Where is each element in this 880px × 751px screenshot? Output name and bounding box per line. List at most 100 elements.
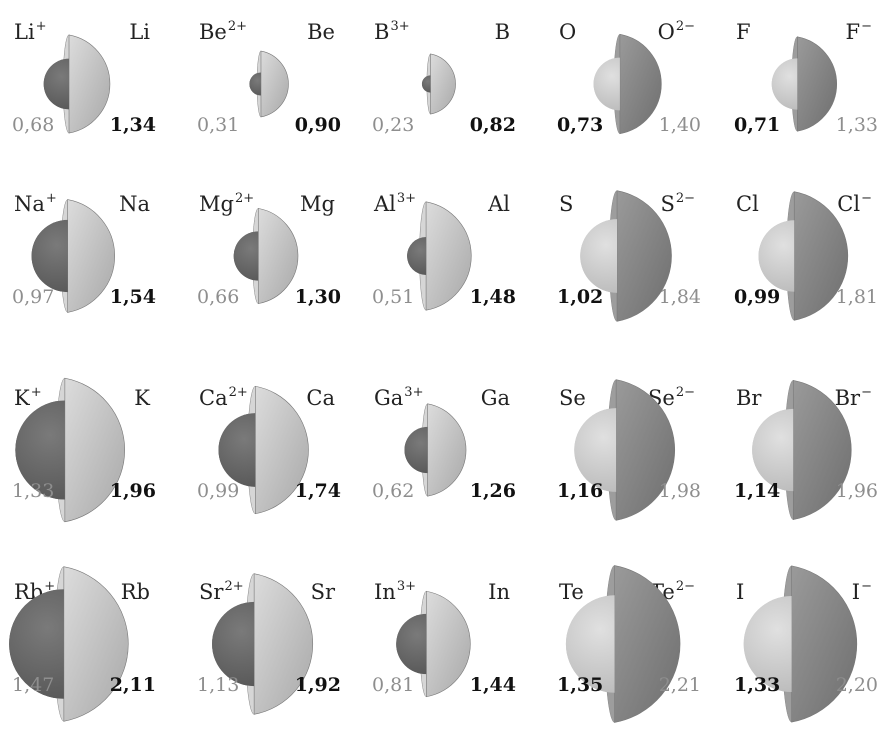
ion-symbol-text: Li (14, 20, 35, 44)
radius-comparison-spheres (15, 377, 125, 523)
atom-sphere-shell (257, 208, 299, 304)
ion-radius-value: 0,62 (372, 480, 415, 502)
element-cell: O O2− 0,73 1,40 (545, 6, 721, 166)
element-cell: I I− 1,33 2,20 (722, 565, 880, 726)
ion-symbol: Mg2+ (199, 191, 255, 215)
atom-sphere-shell (426, 590, 471, 698)
anion-sphere-shell (619, 33, 662, 135)
atom-symbol: Se (559, 386, 586, 410)
ion-symbol-text: Sr (199, 580, 224, 604)
radius-comparison-spheres (771, 36, 838, 132)
inner-sphere-front (15, 400, 65, 500)
ion-charge: − (861, 191, 872, 206)
atom-symbol: Br (736, 386, 762, 410)
ion-symbol: B3+ (374, 20, 410, 44)
inner-sphere-front (574, 408, 617, 492)
element-cell: Br Br− 1,14 1,96 (722, 372, 880, 532)
ion-symbol-text: Na (14, 192, 45, 216)
ion-radius-value: 2,21 (658, 674, 701, 696)
atom-radius-value: 1,44 (469, 674, 516, 696)
element-cell: Mg2+ Mg 0,66 1,30 (185, 178, 361, 338)
atom-sphere-shell (64, 377, 125, 523)
atom-radius-value: 0,82 (469, 114, 516, 136)
ion-radius-value: 0,99 (197, 480, 240, 502)
ion-charge: − (861, 385, 872, 400)
atom-radius-value: 1,30 (294, 286, 341, 308)
ion-symbol: In3+ (374, 580, 416, 603)
inner-sphere-front (404, 426, 428, 474)
ion-symbol-text: K (14, 386, 30, 410)
anion-sphere-shell (797, 36, 838, 132)
ion-symbol: I− (851, 580, 872, 604)
atom-radius-value: 0,71 (734, 114, 781, 136)
atom-symbol: Mg (300, 192, 335, 216)
element-cell: Te Te2− 1,35 2,21 (545, 565, 721, 726)
radius-comparison-spheres (580, 190, 672, 322)
ion-charge: 2+ (234, 191, 255, 206)
atom-sphere-shell (63, 566, 129, 722)
ion-radius-value: 1,33 (12, 480, 55, 502)
atom-symbol: In (488, 580, 510, 604)
atom-radius-value: 1,74 (294, 480, 341, 502)
ion-symbol-text: I (851, 580, 861, 604)
radius-comparison-spheres (396, 590, 471, 698)
element-cell: In3+ In 0,81 1,44 (360, 566, 536, 726)
ion-charge: + (45, 191, 57, 206)
element-cell: Ca2+ Ca 0,99 1,74 (185, 372, 361, 532)
anion-sphere-shell (614, 565, 681, 723)
ion-radius-value: 1,96 (835, 480, 878, 502)
inner-sphere-front (218, 413, 256, 487)
atom-sphere-shell (68, 34, 111, 134)
radius-comparison-spheres (593, 33, 662, 135)
element-cell: Cl Cl− 0,99 1,81 (722, 178, 880, 338)
element-cell: Ga3+ Ga 0,62 1,26 (360, 372, 536, 532)
ion-symbol: Sr2+ (199, 580, 244, 604)
atom-sphere-shell (430, 53, 456, 115)
atom-symbol: F (736, 20, 751, 44)
ion-radius-value: 0,31 (197, 114, 240, 136)
inner-sphere-front (758, 220, 795, 292)
inner-sphere-front (212, 601, 255, 687)
element-cell: Li+ Li 0,68 1,34 (0, 6, 176, 166)
atom-symbol: Ga (480, 386, 510, 410)
ion-charge: 3+ (396, 191, 417, 206)
ion-symbol-text: Al (374, 192, 396, 216)
atom-symbol: Ca (306, 386, 335, 410)
ion-symbol: Na+ (14, 191, 57, 216)
ion-radius-value: 1,13 (197, 674, 240, 696)
atom-radius-value: 1,33 (734, 674, 781, 696)
atom-symbol: B (494, 20, 510, 44)
ion-radius-value: 0,51 (372, 286, 415, 308)
atom-sphere-shell (427, 403, 467, 497)
ion-symbol: Al3+ (374, 191, 417, 216)
ion-symbol: Br− (834, 385, 872, 410)
ion-charge: + (44, 579, 56, 594)
ion-symbol-text: B (374, 20, 390, 44)
ion-radius-value: 0,66 (197, 286, 240, 308)
atom-symbol: Li (129, 20, 150, 44)
ion-radius-value: 0,81 (372, 674, 415, 696)
radius-comparison-spheres (233, 208, 299, 304)
radius-comparison-spheres (249, 50, 289, 118)
inner-sphere-front (233, 231, 259, 281)
atom-radius-value: 1,34 (109, 114, 156, 136)
atom-symbol: S (559, 192, 574, 216)
radius-comparison-spheres (404, 403, 467, 497)
ion-charge: 2+ (227, 19, 248, 34)
inner-sphere-front (752, 408, 794, 492)
ion-symbol: O2− (658, 20, 695, 43)
atom-radius-value: 1,92 (294, 674, 341, 696)
atom-sphere-shell (67, 199, 116, 313)
atom-radius-value: 1,48 (469, 286, 516, 308)
ion-radius-value: 0,68 (12, 114, 55, 136)
ion-symbol-text: Be (199, 20, 227, 44)
anion-sphere-shell (793, 191, 849, 321)
ion-charge: 2+ (228, 385, 248, 400)
ion-symbol-text: S (660, 192, 675, 216)
ion-radius-value: 0,97 (12, 286, 55, 308)
ion-symbol: Li+ (14, 20, 47, 44)
ion-symbol: Ga3+ (374, 385, 424, 409)
ion-charge: 3+ (404, 385, 424, 400)
ion-symbol-text: Br (834, 386, 861, 410)
